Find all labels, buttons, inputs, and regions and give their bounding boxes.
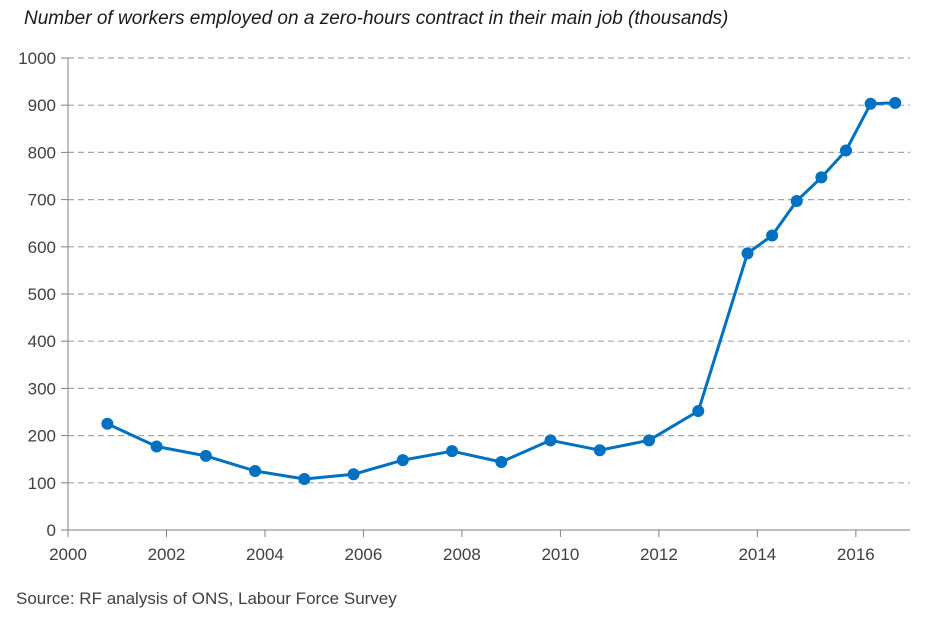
series-line [106,101,896,481]
y-tick-label: 300 [28,379,56,398]
data-point [495,456,508,469]
data-point [593,444,606,457]
x-tick-label: 2008 [443,545,481,564]
y-tick-label: 600 [28,238,56,257]
data-point [101,417,114,430]
data-point [692,405,705,418]
data-point [815,171,828,184]
y-tick-label: 700 [28,191,56,210]
x-tick-label: 2010 [541,545,579,564]
chart-source: Source: RF analysis of ONS, Labour Force… [16,589,397,608]
x-tick-label: 2000 [49,545,87,564]
y-tick-label: 100 [28,474,56,493]
y-tick-label: 800 [28,143,56,162]
data-point [249,465,262,477]
x-tick-label: 2016 [837,545,875,564]
x-tick-label: 2002 [148,545,186,564]
y-tick-labels: 0 100 200 300 400 500 600 700 800 900 1000 [18,49,56,540]
data-point [766,229,779,242]
y-tick-label: 400 [28,332,56,351]
data-point [790,195,803,208]
data-point [446,445,459,458]
x-tick-labels: 2000 2002 2004 2006 2008 2010 2012 2014 2016 [49,545,875,564]
x-tick-label: 2014 [738,545,776,564]
data-point [298,473,311,486]
data-point [150,440,163,453]
y-tick-label: 500 [28,285,56,304]
data-point [347,468,360,481]
axes [61,57,910,537]
data-point [864,97,877,110]
data-point [544,434,557,447]
data-point [839,144,852,157]
data-point [643,434,656,447]
gridlines [68,57,910,484]
x-tick-label: 2006 [345,545,383,564]
x-tick-label: 2004 [246,545,284,564]
data-point [889,96,902,109]
data-point [396,454,409,467]
data-point [199,449,212,462]
x-tick-label: 2012 [640,545,678,564]
y-tick-label: 0 [47,521,56,540]
y-tick-label: 900 [28,96,56,115]
series-group [101,96,902,486]
y-tick-label: 1000 [18,49,56,68]
chart-title: Number of workers employed on a zero-hou… [24,8,729,29]
data-point [741,247,754,260]
y-tick-label: 200 [28,427,56,446]
